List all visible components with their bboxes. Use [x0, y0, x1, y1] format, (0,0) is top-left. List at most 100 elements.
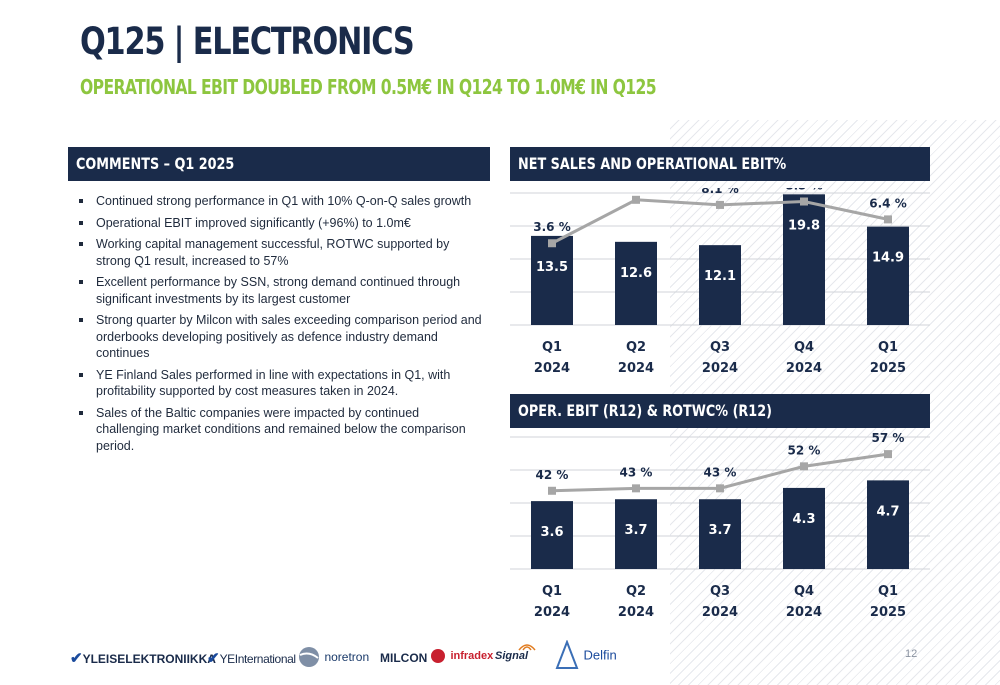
comment-item: Sales of the Baltic companies were impac… [72, 405, 482, 455]
x-tick-label: Q1 [878, 584, 898, 599]
noretron-logo-text: noretron [324, 650, 370, 664]
milcon-logo: MILCON [380, 649, 427, 667]
page-subtitle: OPERATIONAL EBIT DOUBLED FROM 0.5M€ IN Q… [80, 75, 657, 99]
bar [783, 194, 825, 325]
comment-item: Excellent performance by SSN, strong dem… [72, 274, 482, 307]
bar-value-label: 19.8 [788, 218, 820, 233]
line-point [548, 486, 556, 495]
line-value-label: 6.4 % [869, 196, 906, 210]
x-tick-label: Q4 [794, 340, 814, 355]
comments-header: COMMENTS – Q1 2025 [68, 147, 490, 181]
line-value-label: 57 % [872, 432, 905, 445]
bar-value-label: 3.7 [708, 523, 731, 538]
line-point [800, 462, 808, 471]
comments-title: COMMENTS – Q1 2025 [76, 154, 235, 173]
comment-item: Working capital management successful, R… [72, 236, 482, 269]
x-tick-label: 2024 [618, 361, 654, 376]
bar [699, 245, 741, 325]
noretron-globe-icon [299, 647, 319, 667]
x-tick-label: 2024 [534, 361, 570, 376]
comment-item: YE Finland Sales performed in line with … [72, 367, 482, 400]
net-sales-chart: 13.5 Q1 2024 12.6 Q2 2024 12.1 Q3 2024 19.8 Q4 2024… [510, 188, 930, 388]
infradex-flame-icon [431, 648, 445, 663]
x-tick-label: Q4 [794, 584, 814, 599]
page-title: Q125 | ELECTRONICS [80, 20, 415, 63]
delfin-shape-icon [555, 639, 579, 669]
bar [783, 487, 825, 569]
oper-ebit-chart: 3.6 Q1 2024 3.7 Q2 2024 3.7 Q3 2024 4.3 Q4 2024 4.7 Q… [510, 432, 930, 632]
infradex-logo-text: infradex [450, 649, 494, 662]
line-point [800, 197, 808, 206]
ye-logo-text: YLEISELEKTRONIIKKA [82, 652, 216, 666]
comment-item: Continued strong performance in Q1 with … [72, 193, 482, 210]
signal-solutions-logo: Signal [495, 644, 536, 664]
x-tick-label: Q2 [626, 340, 646, 355]
chart1-header: NET SALES AND OPERATIONAL EBIT% [510, 147, 930, 181]
comments-list: Continued strong performance in Q1 with … [72, 193, 482, 459]
line-point [716, 200, 724, 209]
comment-item: Strong quarter by Milcon with sales exce… [72, 312, 482, 362]
oper-ebit-chart-svg: 3.6 Q1 2024 3.7 Q2 2024 3.7 Q3 2024 4.3 Q4 2024 4.7 Q… [510, 432, 930, 620]
infradex-logo: infradex [430, 647, 493, 665]
x-tick-label: 2024 [618, 605, 654, 620]
signal-logo-text: Signal [495, 650, 529, 662]
bar [867, 226, 909, 325]
x-tick-label: 2025 [870, 361, 906, 376]
ye-international-logo-text: YEInternational [219, 652, 296, 666]
chart2-title: OPER. EBIT (R12) & ROTWC% (R12) [518, 401, 772, 420]
bar [615, 241, 657, 325]
noretron-logo: noretron [298, 646, 369, 668]
line-point [884, 450, 892, 459]
ye-logo: ✔YLEISELEKTRONIIKKA [70, 650, 216, 667]
bar-value-label: 13.5 [536, 260, 568, 275]
signal-waves-icon [518, 644, 536, 651]
bar [531, 235, 573, 325]
x-tick-label: Q1 [878, 340, 898, 355]
x-tick-label: 2024 [786, 361, 822, 376]
chart1-title: NET SALES AND OPERATIONAL EBIT% [518, 154, 787, 173]
x-tick-label: 2024 [534, 605, 570, 620]
line-point [632, 484, 640, 493]
line-point [632, 195, 640, 204]
delfin-logo-text: Delfin [583, 647, 617, 663]
x-tick-label: Q3 [710, 584, 730, 599]
bar [867, 480, 909, 569]
x-tick-label: Q1 [542, 340, 562, 355]
comment-item: Operational EBIT improved significantly … [72, 215, 482, 232]
line-value-label: 3.6 % [533, 220, 570, 234]
line-point [716, 484, 724, 493]
bar-value-label: 4.3 [792, 512, 815, 527]
bar-value-label: 3.6 [540, 525, 563, 540]
x-tick-label: 2024 [702, 361, 738, 376]
line-point [884, 215, 892, 224]
bar-value-label: 3.7 [624, 523, 647, 538]
line-value-label: 8.7 % [617, 188, 654, 191]
milcon-logo-text: MILCON [380, 651, 428, 665]
page-number: 12 [905, 648, 918, 660]
line-value-label: 52 % [788, 443, 821, 457]
footer-logos: ✔YLEISELEKTRONIIKKA ✔YEInternational nor… [70, 639, 630, 680]
net-sales-chart-svg: 13.5 Q1 2024 12.6 Q2 2024 12.1 Q3 2024 19.8 Q4 2024… [510, 188, 930, 376]
x-tick-label: 2024 [702, 605, 738, 620]
ye-international-logo: ✔YEInternational [207, 650, 296, 667]
bar [531, 501, 573, 569]
delfin-logo: Delfin [555, 639, 617, 670]
bar [699, 499, 741, 569]
line-point [548, 239, 556, 248]
line-value-label: 43 % [704, 465, 737, 479]
x-tick-label: Q2 [626, 584, 646, 599]
chart2-header: OPER. EBIT (R12) & ROTWC% (R12) [510, 394, 930, 428]
x-tick-label: Q1 [542, 584, 562, 599]
x-tick-label: 2024 [786, 605, 822, 620]
x-tick-label: 2025 [870, 605, 906, 620]
bar-value-label: 12.1 [704, 269, 736, 284]
line-value-label: 42 % [536, 468, 569, 482]
line-value-label: 8.1 % [701, 188, 738, 196]
line-value-label: 43 % [620, 465, 653, 479]
line-value-label: 8.5 % [785, 188, 822, 193]
bar-value-label: 12.6 [620, 266, 652, 281]
bar [615, 499, 657, 569]
bar-value-label: 14.9 [872, 251, 904, 266]
x-tick-label: Q3 [710, 340, 730, 355]
bar-value-label: 4.7 [876, 504, 899, 519]
